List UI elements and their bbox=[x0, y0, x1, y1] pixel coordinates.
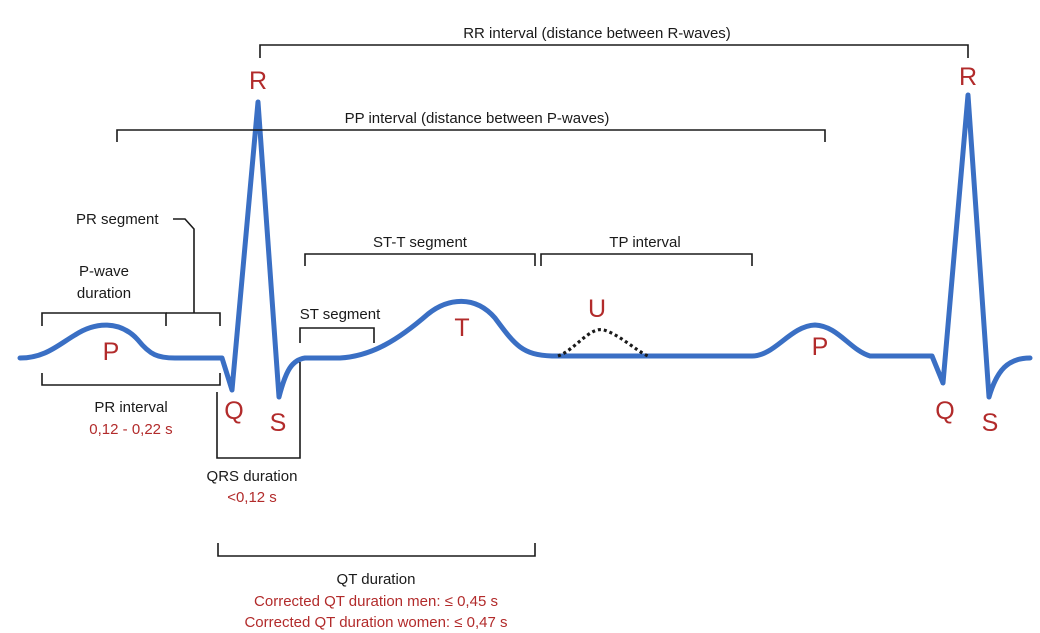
qrs-duration-bracket bbox=[216, 362, 301, 459]
qrs-duration-label: QRS duration bbox=[207, 468, 298, 485]
wave-label-q1: Q bbox=[224, 397, 243, 425]
wave-label-s2: S bbox=[982, 409, 999, 437]
tp-interval-label: TP interval bbox=[609, 234, 680, 251]
pr-interval-value: 0,12 - 0,22 s bbox=[89, 421, 172, 438]
qt-duration-label: QT duration bbox=[337, 571, 416, 588]
pp-interval-label: PP interval (distance between P-waves) bbox=[345, 110, 610, 127]
wave-label-u: U bbox=[588, 295, 606, 323]
tp-interval-bracket bbox=[540, 253, 753, 266]
qt-duration-bracket bbox=[217, 543, 536, 557]
pp-interval-bracket bbox=[116, 129, 826, 142]
u-wave-trace bbox=[557, 328, 649, 358]
pr-interval-label: PR interval bbox=[94, 399, 167, 416]
p-wave-duration-label-line1: P-wave bbox=[79, 263, 129, 280]
pr-segment-leader bbox=[173, 218, 195, 313]
pr-segment-label: PR segment bbox=[76, 211, 159, 228]
qt-corrected-men: Corrected QT duration men: ≤ 0,45 s bbox=[254, 593, 498, 610]
qrs-duration-value: <0,12 s bbox=[227, 489, 277, 506]
pr-segment-bracket bbox=[166, 312, 221, 326]
rr-interval-label: RR interval (distance between R-waves) bbox=[463, 25, 731, 42]
qt-corrected-women: Corrected QT duration women: ≤ 0,47 s bbox=[244, 614, 507, 631]
st-segment-label: ST segment bbox=[300, 306, 381, 323]
pr-interval-bracket bbox=[41, 373, 221, 386]
wave-label-r2: R bbox=[959, 63, 977, 91]
wave-label-p1: P bbox=[103, 338, 120, 366]
st-t-segment-label: ST-T segment bbox=[373, 234, 468, 251]
wave-label-t: T bbox=[454, 314, 469, 342]
wave-label-p2: P bbox=[812, 333, 829, 361]
p-wave-duration-bracket bbox=[41, 312, 167, 326]
ecg-trace bbox=[17, 92, 1033, 400]
wave-label-q2: Q bbox=[935, 397, 954, 425]
wave-label-s1: S bbox=[270, 409, 287, 437]
st-t-segment-bracket bbox=[304, 253, 536, 266]
p-wave-duration-label-line2: duration bbox=[77, 285, 131, 302]
rr-interval-bracket bbox=[259, 44, 969, 58]
wave-label-r1: R bbox=[249, 67, 267, 95]
st-segment-bracket bbox=[299, 327, 375, 343]
